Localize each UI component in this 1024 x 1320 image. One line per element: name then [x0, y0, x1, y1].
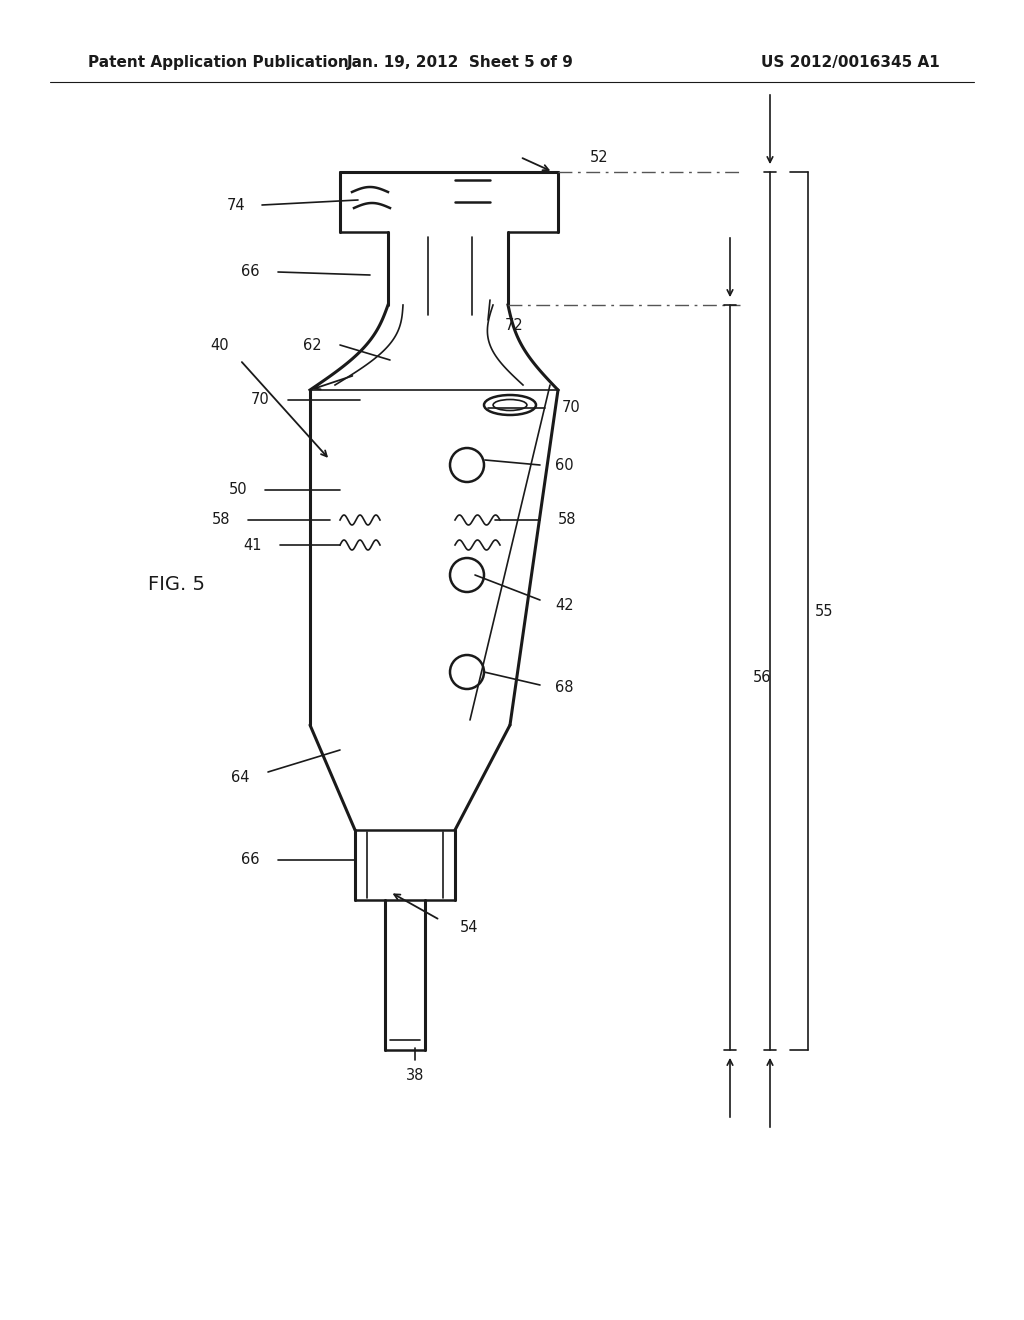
Text: 60: 60	[555, 458, 573, 473]
Text: 70: 70	[251, 392, 270, 408]
Text: FIG. 5: FIG. 5	[148, 576, 205, 594]
Text: 50: 50	[228, 483, 247, 498]
Text: 70: 70	[562, 400, 581, 416]
Text: 52: 52	[590, 149, 608, 165]
Text: Patent Application Publication: Patent Application Publication	[88, 54, 349, 70]
Text: 58: 58	[212, 512, 230, 528]
Text: 56: 56	[753, 671, 771, 685]
Text: 55: 55	[815, 603, 834, 619]
Text: 41: 41	[244, 537, 262, 553]
Text: 62: 62	[303, 338, 322, 352]
Text: 74: 74	[226, 198, 245, 213]
Text: 64: 64	[231, 771, 250, 785]
Text: Jan. 19, 2012  Sheet 5 of 9: Jan. 19, 2012 Sheet 5 of 9	[346, 54, 573, 70]
Text: 42: 42	[555, 598, 573, 612]
Text: 58: 58	[558, 512, 577, 528]
Text: 68: 68	[555, 681, 573, 696]
Text: 72: 72	[505, 318, 523, 333]
Text: US 2012/0016345 A1: US 2012/0016345 A1	[761, 54, 940, 70]
Text: 38: 38	[406, 1068, 424, 1082]
Text: 40: 40	[211, 338, 229, 352]
Text: 54: 54	[460, 920, 478, 935]
Text: 66: 66	[242, 264, 260, 280]
Text: 66: 66	[242, 853, 260, 867]
